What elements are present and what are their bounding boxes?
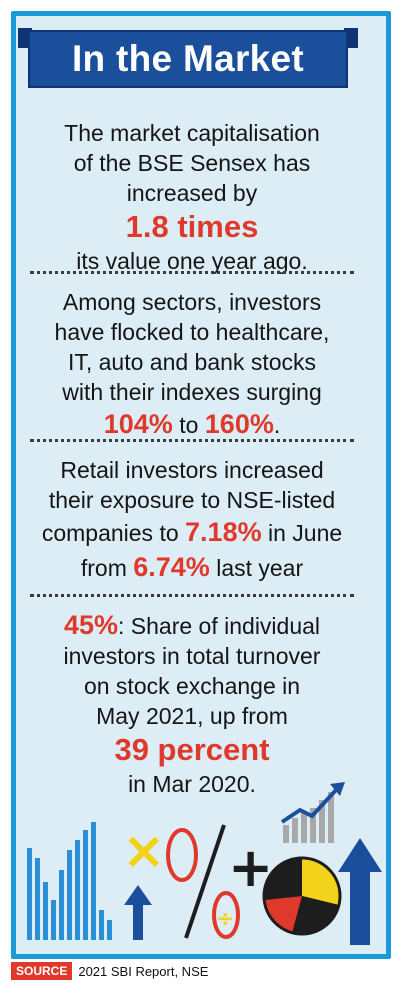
fact-range: 104% to 160%.: [22, 409, 362, 440]
fact-line: companies to 7.18% in June: [22, 517, 362, 548]
fact-text: from: [80, 555, 134, 581]
fact-retail-exposure: Retail investors increased their exposur…: [22, 455, 362, 583]
fact-text: last year: [209, 555, 304, 581]
fact-line: of the BSE Sensex has: [73, 150, 311, 176]
fact-text: in June: [261, 520, 343, 546]
big-up-arrow-icon: [338, 838, 382, 945]
fact-line: with their indexes surging: [62, 379, 322, 405]
pie-chart-icon: [262, 856, 342, 936]
page-title: In the Market: [71, 38, 305, 79]
fact-line: The market capitalisation: [64, 120, 320, 146]
up-arrow-icon: [124, 885, 152, 940]
fact-highlight-from: 104%: [103, 409, 173, 439]
title-banner: [28, 30, 348, 88]
fact-line: in Mar 2020.: [128, 771, 256, 797]
percent-circle-bottom: [212, 891, 240, 939]
finance-illustration: × ÷ +: [27, 782, 382, 945]
fact-highlight-to: 160%: [204, 409, 274, 439]
fact-sectors: Among sectors, investors have flocked to…: [22, 287, 362, 440]
fact-line: Retail investors increased: [60, 457, 324, 483]
percent-slash: [184, 824, 226, 939]
source-text: 2021 SBI Report, NSE: [78, 963, 209, 979]
fact-market-cap: The market capitalisation of the BSE Sen…: [22, 118, 362, 276]
bar-chart-icon: [27, 822, 112, 940]
fact-highlight-lead: 45%: [63, 610, 119, 640]
dotted-divider: [30, 594, 354, 597]
fact-end: .: [273, 412, 281, 438]
fact-line: its value one year ago.: [76, 248, 308, 274]
fact-line: 45%: Share of individual: [22, 610, 362, 641]
fact-highlight-b: 6.74%: [133, 552, 210, 582]
dotted-divider: [30, 271, 354, 274]
fact-line: on stock exchange in: [83, 673, 301, 699]
fact-line: Among sectors, investors: [62, 289, 322, 315]
fact-line: their exposure to NSE-listed: [48, 487, 336, 513]
fact-line: increased by: [126, 180, 258, 206]
fact-individual-share: 45%: Share of individual investors in to…: [22, 610, 362, 799]
percent-circle-top: [166, 828, 198, 882]
source-tag: SOURCE: [11, 962, 73, 980]
fact-highlight: 39 percent: [114, 732, 270, 767]
fact-line: from 6.74% last year: [22, 552, 362, 583]
fact-connector: to: [172, 412, 205, 438]
fact-text: companies to: [41, 520, 186, 546]
fact-highlight: 1.8 times: [125, 209, 259, 244]
fact-text: : Share of individual: [118, 613, 321, 639]
fact-line: investors in total turnover: [63, 643, 321, 669]
fact-highlight-a: 7.18%: [185, 517, 262, 547]
dotted-divider: [30, 439, 354, 442]
divide-icon: ÷: [216, 907, 234, 932]
trend-chart-icon: [280, 782, 345, 843]
source-credit: SOURCE 2021 SBI Report, NSE: [11, 962, 208, 980]
fact-line: May 2021, up from: [96, 703, 288, 729]
fact-line: IT, auto and bank stocks: [67, 349, 317, 375]
multiply-icon: ×: [122, 821, 166, 881]
fact-line: have flocked to healthcare,: [54, 319, 330, 345]
